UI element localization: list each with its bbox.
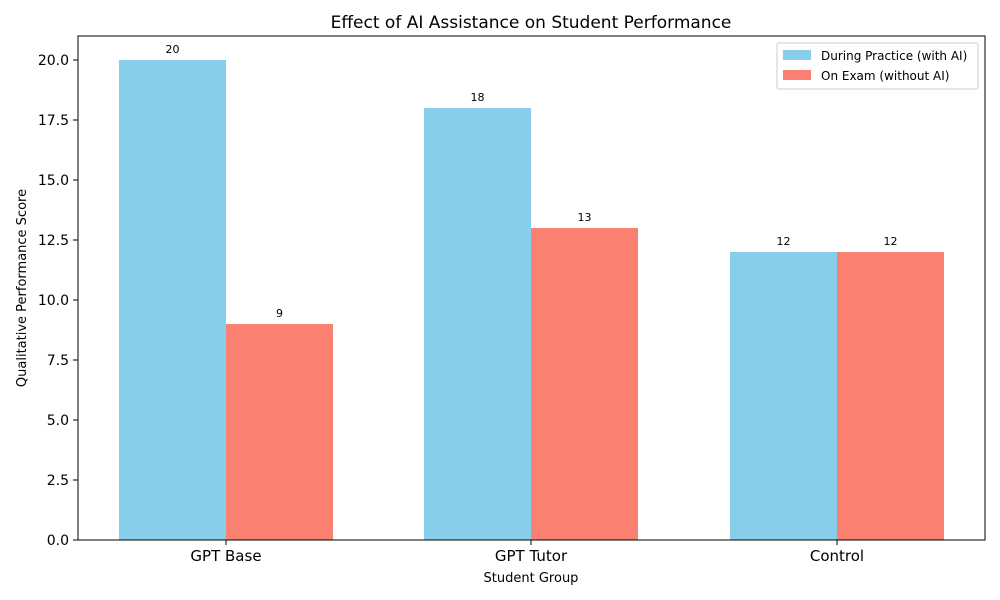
bars-group [119, 60, 944, 540]
chart-title: Effect of AI Assistance on Student Perfo… [331, 13, 732, 33]
bar-gpt-base-series-2 [226, 324, 333, 540]
x-axis: GPT Base GPT Tutor Control [190, 540, 864, 565]
bar-control-series-2 [837, 252, 944, 540]
y-tick-label: 10.0 [38, 293, 69, 309]
y-tick-label: 12.5 [38, 233, 69, 249]
y-tick-label: 2.5 [47, 473, 69, 489]
data-label: 20 [166, 43, 180, 56]
data-label: 12 [777, 235, 791, 248]
legend-label: On Exam (without AI) [821, 69, 949, 83]
data-label: 12 [884, 235, 898, 248]
legend-label: During Practice (with AI) [821, 49, 967, 63]
y-axis: 0.0 2.5 5.0 7.5 10.0 12.5 15.0 17.5 20.0 [38, 53, 78, 549]
y-tick-label: 5.0 [47, 413, 69, 429]
legend: During Practice (with AI) On Exam (withou… [776, 42, 979, 90]
x-tick-label: GPT Base [190, 547, 261, 565]
data-label: 9 [276, 307, 283, 320]
y-tick-label: 15.0 [38, 173, 69, 189]
y-tick-label: 0.0 [47, 533, 69, 549]
x-tick-label: GPT Tutor [495, 547, 568, 565]
y-axis-label: Qualitative Performance Score [15, 189, 30, 387]
x-tick-label: Control [810, 547, 864, 565]
y-tick-label: 20.0 [38, 53, 69, 69]
data-labels-group: 20 18 12 9 13 12 [166, 43, 898, 320]
y-tick-label: 17.5 [38, 113, 69, 129]
legend-swatch [783, 70, 811, 80]
legend-swatch [783, 50, 811, 60]
y-tick-label: 7.5 [47, 353, 69, 369]
x-axis-label: Student Group [484, 571, 579, 586]
legend-box [776, 42, 979, 90]
bar-control-series-1 [730, 252, 837, 540]
bar-gpt-tutor-series-1 [424, 108, 531, 540]
bar-gpt-base-series-1 [119, 60, 226, 540]
data-label: 18 [471, 91, 485, 104]
bar-gpt-tutor-series-2 [531, 228, 638, 540]
data-label: 13 [578, 211, 592, 224]
